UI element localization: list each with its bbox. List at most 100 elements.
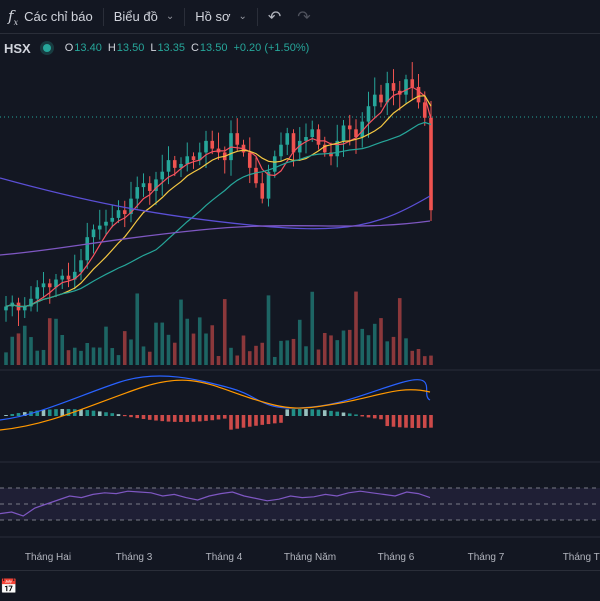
volume-bar [422, 356, 427, 365]
volume-bar [222, 299, 227, 365]
macd-histogram-bar [22, 412, 27, 416]
macd-histogram-bar [429, 415, 433, 428]
time-axis-label: Tháng 6 [378, 552, 415, 563]
macd-histogram-bar [147, 415, 152, 420]
volume-bar [285, 340, 290, 365]
candle-body [341, 125, 346, 141]
volume-bar [410, 350, 415, 365]
volume-bar [316, 349, 321, 365]
price-chart[interactable]: Tháng Hai Tháng 3 Tháng 4 Tháng Năm Tháng 6 T… [0, 33, 600, 570]
high-label: H [107, 42, 116, 54]
macd-histogram-bar [135, 415, 140, 419]
macd-histogram-bar [279, 415, 283, 423]
macd-histogram-bar [322, 410, 327, 416]
macd-histogram-bar [179, 415, 183, 422]
ma-long-line [0, 177, 431, 230]
chart-menu-label: Biểu đồ [113, 9, 158, 24]
macd-histogram-bar [185, 415, 190, 422]
symbol-label[interactable]: HSX [4, 40, 31, 56]
macd-histogram-bar [91, 410, 96, 416]
volume-bar [60, 334, 65, 365]
volume-bar [10, 336, 15, 365]
macd-histogram-bar [166, 415, 171, 422]
candle-body [97, 225, 102, 230]
volume-bar [129, 339, 133, 365]
chart-menu-button[interactable]: Biểu đồ ⌄ [106, 0, 182, 33]
profile-menu-button[interactable]: Hồ sơ ⌄ [187, 0, 255, 33]
macd-histogram-bar [122, 415, 127, 417]
volume-bar [104, 326, 108, 365]
volume-bar [141, 346, 146, 365]
volume-bar [29, 337, 33, 365]
ma-fast-line [5, 86, 432, 308]
candle-body [304, 137, 308, 141]
undo-button[interactable]: ↶ [260, 0, 289, 33]
macd-histogram-bar [347, 413, 352, 416]
volume-bar [35, 350, 40, 365]
volume-bar [297, 319, 302, 365]
macd-histogram-bar [35, 410, 40, 416]
macd-histogram-bar [160, 415, 165, 422]
candle-body [297, 140, 302, 153]
volume-bar [22, 325, 27, 365]
time-axis-label: Tháng 3 [116, 552, 153, 563]
volume-bar [166, 334, 171, 365]
redo-icon: ↷ [297, 8, 311, 26]
macd-histogram-bar [85, 410, 90, 416]
macd-histogram-bar [116, 414, 121, 416]
macd-histogram-bar [272, 415, 277, 424]
ma-yellow-line [5, 95, 432, 308]
candle-body [47, 283, 52, 288]
volume-bar [360, 328, 365, 365]
macd-histogram-bar [241, 415, 246, 428]
macd-histogram-bar [266, 415, 271, 425]
candle-body [54, 279, 58, 288]
candle-body [285, 133, 290, 145]
volume-bar [41, 349, 46, 365]
macd-histogram-bar [304, 409, 308, 416]
macd-histogram-bar [191, 415, 196, 422]
macd-histogram-bar [72, 409, 77, 416]
volume-bar [260, 342, 265, 365]
volume-bar [197, 317, 202, 365]
volume-bar [191, 333, 196, 365]
bottom-bar: 📅 [0, 570, 600, 601]
high-value: 13.50 [116, 42, 145, 54]
volume-bar [135, 293, 140, 365]
volume-bar [372, 323, 377, 365]
macd-histogram-bar [10, 414, 15, 416]
candle-body [66, 275, 71, 280]
candle-body [422, 102, 427, 118]
volume-bar [304, 346, 308, 365]
chevron-down-icon: ⌄ [165, 11, 175, 22]
volume-bar [329, 335, 333, 365]
macd-histogram-bar [254, 415, 258, 426]
candle-body [129, 198, 133, 215]
macd-histogram-bar [416, 415, 421, 428]
macd-histogram-bar [222, 415, 227, 419]
time-axis-label: Tháng 7 [468, 552, 505, 563]
candle-body [191, 156, 196, 161]
volume-bar [247, 351, 252, 365]
macd-histogram-bar [285, 409, 290, 416]
macd-histogram-bar [404, 415, 408, 428]
candle-body [247, 152, 252, 168]
calendar-icon[interactable]: 📅 [0, 578, 18, 594]
candle-body [29, 298, 33, 307]
candle-body [4, 306, 8, 311]
macd-histogram-bar [310, 409, 315, 416]
macd-histogram-bar [354, 414, 358, 416]
redo-button[interactable]: ↷ [289, 0, 318, 33]
macd-histogram-bar [110, 413, 115, 416]
volume-bar [272, 356, 277, 365]
candle-body [429, 117, 433, 211]
indicators-button[interactable]: fx Các chỉ báo [0, 0, 101, 33]
candle-body [141, 183, 146, 188]
macd-histogram-bar [210, 415, 215, 421]
volume-bar [54, 318, 58, 365]
volume-bar [379, 318, 383, 365]
ohlc-legend: HSX O 13.40 H 13.50 L 13.35 C 13.50 +0.20 (+… [4, 38, 315, 58]
candle-body [416, 86, 421, 103]
time-axis-label: Tháng 4 [206, 552, 243, 563]
low-value: 13.35 [157, 42, 185, 54]
